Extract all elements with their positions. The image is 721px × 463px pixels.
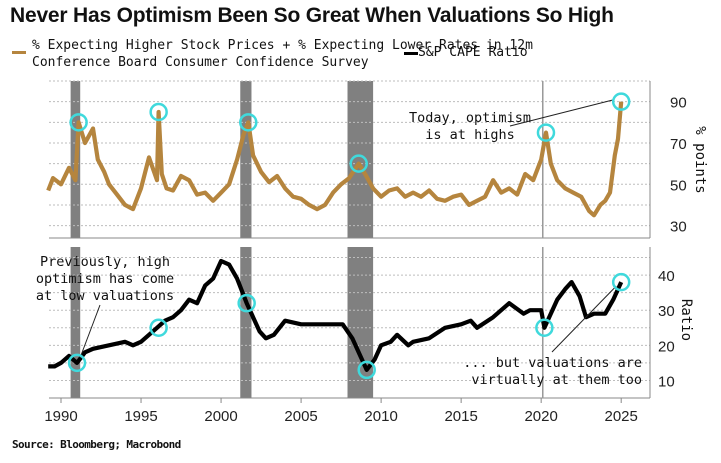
y-axis-title-top: % points	[692, 126, 708, 193]
annotation-bottom-right-line1: ... but valuations are	[463, 355, 642, 371]
highlight-circle	[239, 113, 258, 132]
y-tick-label: 20	[658, 338, 675, 355]
axis-ticks: 30 50 70 90 10 20 30 40 1990 1995 2000 2005 2010 2015…	[44, 95, 686, 425]
annotation-bottom-right-line2: virtually at them too	[471, 372, 642, 388]
series-lines	[46, 101, 624, 372]
annotation-leaders	[79, 99, 617, 359]
annotation-top-line2: is at highs	[425, 127, 514, 143]
x-tick-label: 2025	[605, 408, 638, 425]
annotation-bottom-left-line2: optimism has come	[36, 271, 174, 287]
annotation-leader-top	[509, 99, 615, 127]
highlight-circle	[357, 360, 376, 380]
legend-label-optimism-line2: Conference Board Consumer Confidence Sur…	[32, 55, 369, 70]
x-tick-label: 2005	[284, 408, 317, 425]
x-tick-label: 2000	[204, 408, 237, 425]
annotation-bottom-left-line1: Previously, high	[40, 254, 170, 270]
panel-frames	[49, 81, 651, 399]
x-tick-label: 1995	[124, 408, 157, 425]
highlight-circle	[349, 154, 368, 173]
legend-label-cape: S&P CAPE Ratio	[418, 45, 528, 60]
legend-swatch-optimism	[12, 51, 26, 54]
highlight-circle	[237, 293, 256, 313]
annotation-top-line1: Today, optimism	[409, 110, 531, 126]
annotation-bottom-left-line3: at low valuations	[36, 288, 174, 304]
x-tick-label: 2015	[444, 408, 477, 425]
y-axis-title-bottom: Ratio	[678, 299, 694, 341]
highlight-circle	[535, 318, 554, 338]
source-note: Source: Bloomberg; Macrobond	[12, 438, 181, 451]
recession-band	[240, 81, 252, 238]
highlight-circle	[611, 92, 631, 111]
series-line-optimism	[46, 101, 624, 218]
annotation-leader-bottom-right	[551, 285, 617, 353]
x-tick-label: 2020	[524, 408, 557, 425]
recession-band	[240, 247, 252, 398]
y-tick-label: 30	[658, 303, 675, 320]
y-tick-label: 70	[670, 136, 687, 153]
x-tick-label: 1990	[44, 408, 77, 425]
y-tick-label: 10	[658, 373, 675, 390]
highlight-circle	[149, 102, 168, 122]
legend-label-optimism-line1: % Expecting Higher Stock Prices + % Expe…	[32, 38, 533, 53]
highlight-circle	[536, 123, 556, 142]
y-tick-label: 50	[670, 177, 687, 194]
x-tick-label: 2010	[364, 408, 397, 425]
recession-band	[70, 247, 81, 398]
annotation-leader-bottom-left	[79, 304, 101, 359]
legend-swatch-cape	[404, 52, 418, 55]
highlight-circle	[149, 318, 168, 338]
highlight-circle	[611, 272, 631, 292]
series-line-cape	[48, 258, 624, 372]
y-tick-label: 30	[670, 219, 687, 236]
legend-item-optimism: % Expecting Higher Stock Prices + % Expe…	[32, 37, 533, 71]
chart-title: Never Has Optimism Been So Great When Va…	[10, 4, 614, 27]
y-tick-label: 40	[658, 268, 675, 285]
highlight-circle	[69, 113, 88, 132]
highlight-circle	[67, 353, 87, 373]
y-tick-label: 90	[670, 95, 687, 112]
recession-bands	[70, 81, 374, 398]
highlight-circles	[67, 92, 631, 380]
